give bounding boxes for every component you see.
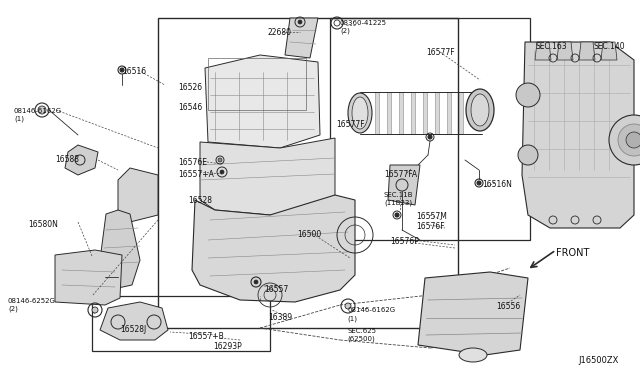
Circle shape [626, 132, 640, 148]
Text: 16546: 16546 [178, 103, 202, 112]
Text: 22680: 22680 [268, 28, 292, 37]
Circle shape [609, 115, 640, 165]
Text: 16577FA: 16577FA [384, 170, 417, 179]
Text: 08146-6162G: 08146-6162G [14, 108, 62, 114]
Polygon shape [375, 92, 379, 134]
Polygon shape [65, 145, 98, 175]
Polygon shape [418, 272, 528, 355]
Polygon shape [579, 42, 595, 60]
Polygon shape [399, 92, 403, 134]
Polygon shape [100, 302, 168, 340]
Circle shape [516, 83, 540, 107]
Text: (11B23): (11B23) [384, 200, 412, 206]
Bar [330, 18, 530, 240]
Ellipse shape [471, 94, 489, 126]
Polygon shape [200, 138, 335, 215]
Bar [92, 296, 270, 351]
Polygon shape [411, 92, 415, 134]
Text: 16557: 16557 [264, 285, 288, 294]
Text: 08360-41225: 08360-41225 [340, 20, 387, 26]
Ellipse shape [466, 89, 494, 131]
Circle shape [518, 145, 538, 165]
Text: 16576E: 16576E [178, 158, 207, 167]
Circle shape [477, 181, 481, 185]
Circle shape [345, 303, 351, 309]
Text: 16588: 16588 [55, 155, 79, 164]
Text: 08146-6252G: 08146-6252G [8, 298, 56, 304]
Circle shape [428, 135, 432, 139]
Polygon shape [459, 92, 463, 134]
Circle shape [254, 280, 258, 284]
Circle shape [120, 68, 124, 72]
Text: 16580N: 16580N [28, 220, 58, 229]
Polygon shape [447, 92, 451, 134]
Text: 16577F: 16577F [336, 120, 365, 129]
Text: 16577F: 16577F [426, 48, 454, 57]
Text: 16516N: 16516N [482, 180, 512, 189]
Text: 16528: 16528 [188, 196, 212, 205]
Circle shape [92, 307, 98, 313]
Circle shape [218, 158, 222, 162]
Text: FRONT: FRONT [556, 248, 589, 258]
Text: SEC.11B: SEC.11B [384, 192, 413, 198]
Text: (62500): (62500) [347, 336, 375, 343]
Polygon shape [423, 92, 427, 134]
Polygon shape [388, 165, 420, 205]
Text: 16293P: 16293P [213, 342, 242, 351]
Circle shape [38, 106, 46, 114]
Circle shape [395, 213, 399, 217]
Text: 16576F: 16576F [416, 222, 445, 231]
Text: (2): (2) [340, 28, 350, 35]
Ellipse shape [352, 97, 368, 129]
Text: 08146-6162G: 08146-6162G [347, 307, 395, 313]
Polygon shape [55, 250, 122, 305]
Text: 16389: 16389 [268, 313, 292, 322]
Text: SEC.625: SEC.625 [347, 328, 376, 334]
Text: 16526: 16526 [178, 83, 202, 92]
Text: SEC.163: SEC.163 [536, 42, 568, 51]
Circle shape [220, 170, 224, 174]
Polygon shape [100, 210, 140, 288]
Circle shape [298, 20, 302, 24]
Bar [158, 18, 458, 328]
Polygon shape [118, 168, 158, 222]
Polygon shape [192, 195, 355, 302]
Circle shape [618, 124, 640, 156]
Text: 16557+A: 16557+A [178, 170, 214, 179]
Polygon shape [601, 42, 617, 60]
Ellipse shape [459, 348, 487, 362]
Text: 16500: 16500 [297, 230, 321, 239]
Polygon shape [535, 42, 551, 60]
Text: 16557M: 16557M [416, 212, 447, 221]
Ellipse shape [348, 93, 372, 133]
Polygon shape [522, 42, 634, 228]
Text: 16557+B: 16557+B [188, 332, 224, 341]
Text: J16500ZX: J16500ZX [578, 356, 618, 365]
Bar [208, 58, 306, 110]
Text: 16576P: 16576P [390, 237, 419, 246]
Text: 16528J: 16528J [120, 325, 147, 334]
Text: (2): (2) [8, 306, 18, 312]
Polygon shape [435, 92, 439, 134]
Text: 16556: 16556 [496, 302, 520, 311]
Text: SEC.140: SEC.140 [594, 42, 626, 51]
Text: (1): (1) [14, 116, 24, 122]
Polygon shape [285, 18, 318, 58]
Polygon shape [387, 92, 391, 134]
Polygon shape [205, 55, 320, 148]
Polygon shape [557, 42, 573, 60]
Text: (1): (1) [347, 315, 357, 321]
Text: 16516: 16516 [122, 67, 146, 76]
